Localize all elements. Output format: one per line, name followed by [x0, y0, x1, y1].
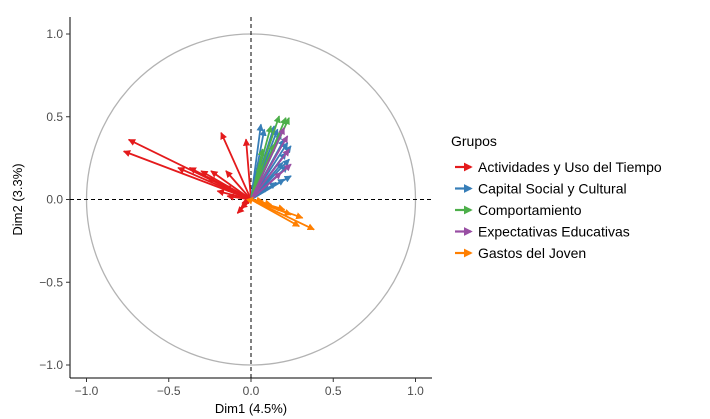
vector-arrow — [250, 148, 290, 201]
vector-arrow — [225, 170, 252, 201]
legend-item: Comportamiento — [455, 202, 582, 218]
x-ticks: −1.0 −0.5 0.0 0.5 1.0 — [75, 378, 424, 398]
plot-area — [70, 17, 432, 378]
legend-label: Actividades y Uso del Tiempo — [478, 159, 662, 175]
axes: −1.0 −0.5 0.0 0.5 1.0 −1.0 −0.5 0.0 0.5 1.0 Dim1… — [10, 17, 432, 416]
legend-item: Actividades y Uso del Tiempo — [455, 159, 662, 175]
vector-arrow — [250, 198, 300, 227]
vector-arrow — [250, 127, 285, 201]
vector-arrow — [250, 172, 282, 201]
y-axis-title: Dim2 (3.3%) — [10, 163, 25, 235]
x-tick-label: 1.0 — [407, 384, 424, 398]
y-tick-label: 1.0 — [46, 27, 63, 41]
legend-item: Expectativas Educativas — [455, 224, 630, 240]
legend-label: Gastos del Joven — [478, 245, 586, 261]
x-tick-label: −0.5 — [157, 384, 181, 398]
legend-label: Expectativas Educativas — [478, 224, 630, 240]
vector-arrow — [246, 196, 254, 205]
series-5 — [246, 196, 315, 231]
vector-arrow — [210, 170, 252, 201]
vector-arrow — [250, 135, 289, 201]
series-1 — [122, 131, 252, 214]
x-axis-title: Dim1 (4.5%) — [215, 401, 287, 416]
legend-item: Gastos del Joven — [455, 245, 586, 261]
x-tick-label: −1.0 — [75, 384, 99, 398]
legend-items: Actividades y Uso del Tiempo Capital Soci… — [455, 159, 662, 261]
y-tick-label: 0.0 — [46, 193, 63, 207]
series-4 — [250, 127, 292, 201]
legend-title: Grupos — [451, 133, 497, 149]
y-tick-label: −1.0 — [39, 358, 63, 372]
legend-label: Capital Social y Cultural — [478, 181, 627, 197]
y-tick-label: −0.5 — [39, 275, 63, 289]
vector-arrow — [220, 131, 252, 201]
legend: Grupos Actividades y Uso del Tiempo Capit… — [451, 133, 662, 261]
x-tick-label: 0.0 — [243, 384, 260, 398]
y-ticks: −1.0 −0.5 0.0 0.5 1.0 — [39, 27, 70, 372]
legend-item: Capital Social y Cultural — [455, 181, 627, 197]
legend-label: Comportamiento — [478, 202, 582, 218]
y-tick-label: 0.5 — [46, 110, 63, 124]
x-tick-label: 0.5 — [325, 384, 342, 398]
vector-arrow — [242, 138, 252, 201]
